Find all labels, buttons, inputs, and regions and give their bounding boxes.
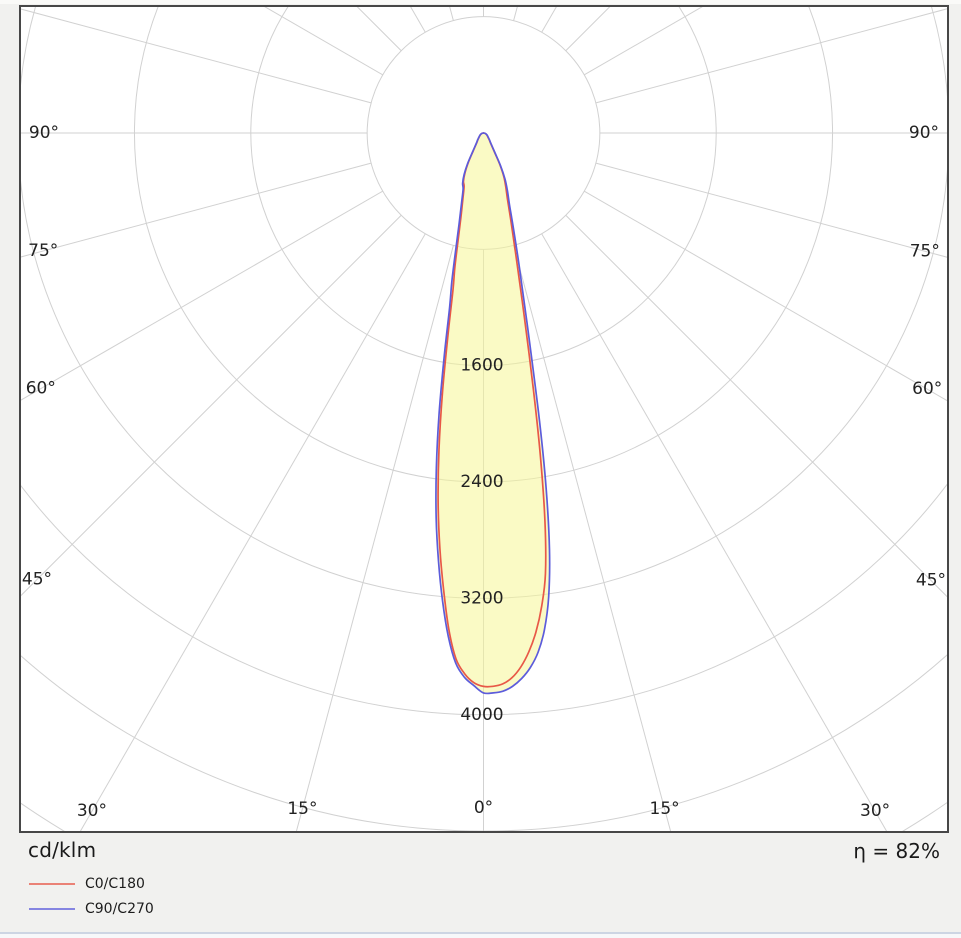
- angle-label: 75°: [28, 241, 58, 261]
- polar-spoke: [21, 162, 372, 258]
- legend: C0/C180 C90/C270: [29, 874, 154, 924]
- top-strip: [0, 0, 961, 4]
- polar-spoke: [21, 214, 402, 597]
- polar-spoke: [21, 8, 372, 104]
- angle-label: 45°: [22, 570, 52, 590]
- efficiency-label: η = 82%: [853, 839, 940, 863]
- polar-spoke: [21, 190, 383, 401]
- beam-fill: [435, 133, 550, 694]
- polar-spoke: [595, 8, 947, 104]
- angle-label: 60°: [26, 379, 56, 399]
- polar-spoke: [541, 233, 888, 831]
- polar-spoke: [595, 162, 947, 258]
- angle-label: 45°: [916, 571, 946, 591]
- angle-label: 15°: [650, 799, 680, 819]
- legend-swatch-line: [29, 908, 75, 910]
- angle-label: 0°: [474, 798, 493, 818]
- polar-spoke: [584, 190, 947, 402]
- polar-spoke: [565, 214, 947, 598]
- ring-label: 3200: [460, 588, 503, 608]
- polar-spoke: [513, 245, 672, 831]
- ring-label: 1600: [460, 356, 503, 376]
- angle-label: 75°: [910, 241, 940, 261]
- plot-border: [19, 5, 949, 833]
- angle-label: 15°: [287, 799, 317, 819]
- unit-label: cd/klm: [28, 838, 97, 862]
- legend-label: C90/C270: [85, 901, 154, 917]
- legend-swatch-line: [29, 883, 75, 885]
- legend-item: C90/C270: [29, 899, 154, 919]
- polar-spoke: [295, 245, 454, 831]
- polar-spoke: [79, 233, 426, 831]
- curve-c90-c270: [435, 132, 551, 695]
- bottom-divider: [0, 932, 961, 934]
- angle-label: 90°: [29, 123, 59, 143]
- legend-label: C0/C180: [85, 876, 145, 892]
- angle-label: 60°: [912, 379, 942, 399]
- ring-label: 2400: [460, 472, 503, 492]
- angle-label: 90°: [909, 123, 939, 143]
- legend-item: C0/C180: [29, 874, 154, 894]
- angle-label: 30°: [77, 801, 107, 821]
- angle-label: 30°: [860, 801, 890, 821]
- ring-label: 4000: [460, 705, 503, 725]
- bottom-pad: [0, 934, 961, 938]
